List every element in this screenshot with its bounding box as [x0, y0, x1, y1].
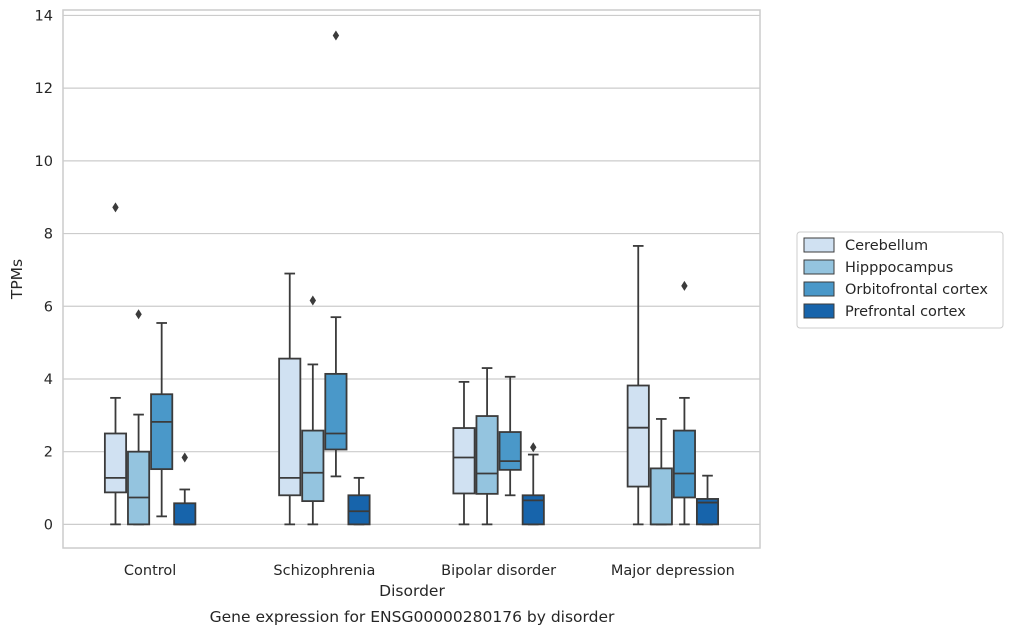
chart-caption: Gene expression for ENSG00000280176 by d…	[210, 608, 615, 626]
legend-swatch	[803, 303, 835, 319]
plot-frame	[62, 9, 761, 549]
legend: Cerebellum Hipppocampus Orbitofrontal cort…	[796, 231, 1004, 329]
legend-swatch	[803, 259, 835, 275]
outlier-point	[530, 442, 537, 453]
box-body	[150, 393, 174, 471]
y-tick-label: 14	[35, 8, 53, 24]
x-tick-label: Bipolar disorder	[441, 563, 556, 579]
x-tick-labels: Control Schizophrenia Bipolar disorder Majo…	[124, 563, 735, 579]
box-cerebellum-2	[452, 380, 476, 526]
y-tick-label: 4	[44, 372, 53, 388]
box-body	[173, 502, 197, 526]
box-body	[649, 467, 673, 526]
outlier-point	[309, 295, 317, 306]
box-body	[498, 431, 522, 471]
box-body	[127, 450, 151, 526]
box-hipppocampus-2	[475, 367, 499, 526]
box-prefrontal-cortex-3	[695, 474, 720, 526]
legend-swatch	[803, 281, 835, 297]
box-prefrontal-cortex-2	[521, 442, 545, 526]
box-body	[672, 429, 696, 499]
box-orbitofrontal-cortex-1	[324, 30, 348, 478]
box-prefrontal-cortex-0	[173, 452, 197, 526]
outlier-point	[112, 202, 119, 213]
box-body	[475, 415, 499, 495]
box-body	[324, 372, 348, 451]
legend-label: Prefrontal cortex	[845, 304, 966, 320]
outlier-point	[332, 30, 340, 41]
outlier-point	[681, 280, 688, 291]
box-prefrontal-cortex-1	[347, 476, 371, 526]
box-cerebellum-3	[626, 245, 650, 526]
box-cerebellum-1	[278, 272, 302, 526]
x-tick-label: Schizophrenia	[273, 563, 375, 579]
y-tick-label: 6	[44, 299, 53, 315]
legend-frame	[796, 231, 1004, 329]
legend-label: Orbitofrontal cortex	[845, 282, 988, 298]
x-axis-title: Disorder	[379, 582, 445, 600]
box-body	[347, 494, 371, 526]
box-hipppocampus-3	[649, 418, 673, 526]
x-tick-label: Control	[124, 563, 176, 579]
box-series	[103, 30, 720, 526]
y-tick-label: 12	[35, 81, 53, 97]
y-tick-label: 10	[35, 154, 53, 170]
y-tick-labels: 0 2 4 6 8 10 12 14	[35, 8, 53, 533]
box-orbitofrontal-cortex-2	[498, 375, 522, 497]
legend-label: Hipppocampus	[845, 260, 953, 276]
box-hipppocampus-1	[301, 295, 325, 526]
box-body	[626, 384, 650, 488]
box-orbitofrontal-cortex-0	[150, 322, 174, 518]
box-body	[103, 432, 128, 494]
y-tick-label: 0	[44, 517, 53, 533]
box-body	[278, 357, 302, 497]
outlier-point	[181, 452, 188, 463]
outlier-point	[135, 309, 142, 320]
box-body	[301, 429, 325, 503]
y-tick-label: 2	[44, 445, 53, 461]
legend-label: Cerebellum	[845, 238, 928, 254]
box-cerebellum-0	[103, 202, 128, 526]
box-orbitofrontal-cortex-3	[672, 280, 696, 526]
box-body	[452, 427, 476, 495]
y-axis-title: TPMs	[8, 259, 26, 300]
y-tick-label: 8	[44, 227, 53, 243]
box-body	[695, 498, 720, 526]
legend-swatch	[803, 237, 835, 253]
x-tick-label: Major depression	[611, 563, 735, 579]
box-hipppocampus-0	[127, 309, 151, 526]
box-body	[521, 494, 545, 526]
